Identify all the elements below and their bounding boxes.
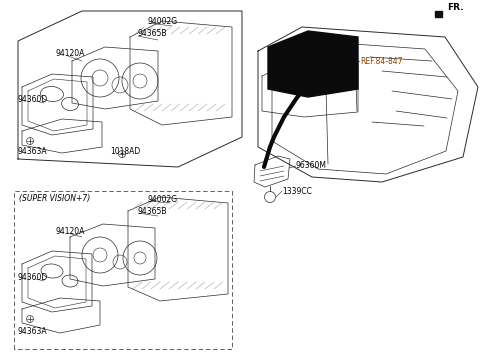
Text: 94363A: 94363A xyxy=(18,326,48,336)
Text: 94365B: 94365B xyxy=(138,29,168,38)
Text: 94002G: 94002G xyxy=(148,195,178,204)
Text: 94360D: 94360D xyxy=(18,94,48,103)
Text: 94365B: 94365B xyxy=(138,206,168,215)
Polygon shape xyxy=(268,31,358,97)
Text: 1339CC: 1339CC xyxy=(282,186,312,196)
Text: 94002G: 94002G xyxy=(148,17,178,25)
Text: FR.: FR. xyxy=(447,4,464,13)
Text: 96360M: 96360M xyxy=(296,162,327,171)
Text: 94120A: 94120A xyxy=(55,50,84,59)
Polygon shape xyxy=(435,11,442,17)
Text: 94360D: 94360D xyxy=(18,272,48,281)
Text: (SUPER VISION+7): (SUPER VISION+7) xyxy=(19,194,90,202)
Text: 1018AD: 1018AD xyxy=(110,148,140,157)
Text: 94120A: 94120A xyxy=(55,227,84,236)
Text: REF.84-847: REF.84-847 xyxy=(360,56,403,65)
Text: 94363A: 94363A xyxy=(18,148,48,157)
